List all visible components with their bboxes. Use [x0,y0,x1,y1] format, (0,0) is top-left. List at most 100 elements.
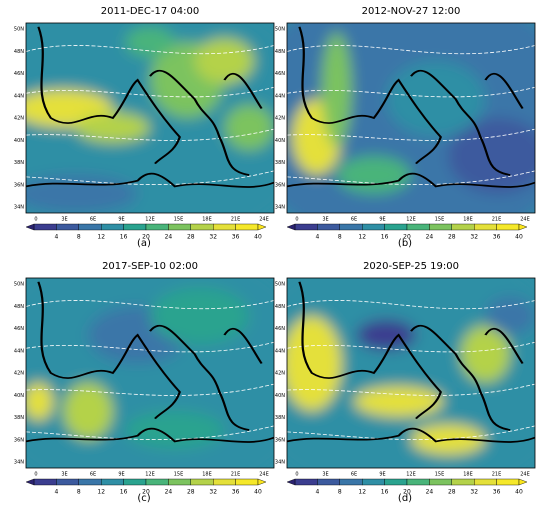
colorbar-tick-label: 28 [187,489,195,496]
colorbar-end [518,478,528,486]
colorbar-tick-label: 24 [165,234,173,241]
colorbar-tick-label: 12 [97,234,105,241]
lon-tick-label: 3E [61,472,67,478]
lon-tick-label: 18E [463,217,473,223]
colorbar-tick-label: 8 [77,489,81,496]
colorbar-tick-label: 16 [120,234,128,241]
lat-tick-label: 48N [14,304,24,310]
colorbar-segment [474,223,497,231]
map-field [26,278,274,468]
colorbar-tick-label: 20 [403,489,411,496]
colorbar-end [257,223,267,231]
lon-tick-label: 6E [351,472,357,478]
lat-tick-label: 46N [14,71,24,77]
colorbar-tick-label: 4 [54,234,58,241]
coastline [287,281,535,443]
colorbar-end [286,223,296,231]
colorbar-tick-label: 8 [338,489,342,496]
colorbar-segment [317,478,340,486]
colorbar-tick-label: 24 [165,489,173,496]
colorbar-end [25,478,35,486]
colorbar-tick-label: 4 [315,489,319,496]
lon-tick-label: 9E [379,472,385,478]
colorbar-segment [190,223,214,231]
colorbar-segment [100,478,124,486]
field-blob [448,118,535,194]
contour [287,300,535,310]
colorbar-segment [384,478,408,486]
colorbar-tick-label: 12 [97,489,105,496]
colorbar-tick-label: 4 [54,489,58,496]
lon-tick-label: 9E [118,472,124,478]
field-blob [287,316,342,411]
lon-tick-label: 21E [231,217,241,223]
colorbar-tick-label: 16 [381,489,389,496]
colorbar-tick-label: 32 [470,234,478,241]
lon-tick-label: 15E [174,472,184,478]
colorbar-tick-label: 12 [358,234,366,241]
lon-tick-label: 0 [295,217,298,223]
lon-tick-label: 18E [202,472,212,478]
contour [26,170,274,185]
colorbar-segment [406,478,430,486]
contour [26,425,274,440]
lat-tick-label: 38N [275,160,285,166]
colorbar-segment [33,223,57,231]
map-panel: 2017-SEP-10 02:00 50N 48N 46N 44N 42N 40N 38N 36… [14,261,275,504]
colorbar-tick-label: 28 [187,234,195,241]
lat-tick-label: 44N [275,348,285,354]
contour [26,383,274,396]
lat-tick-label: 44N [14,93,24,99]
panel-label: (d) [398,493,412,504]
field-blob [125,26,175,58]
colorbar-segment [212,223,236,231]
lon-tick-label: 21E [231,472,241,478]
lat-tick-label: 36N [14,182,24,188]
lat-tick-label: 34N [14,205,24,211]
colorbar-segment [212,478,236,486]
colorbar-segment [384,223,408,231]
lat-tick-label: 42N [14,371,24,377]
field-blob [356,319,416,351]
field-blob [125,411,225,449]
panel-title: 2012-NOV-27 12:00 [362,6,461,17]
colorbar-segment [474,478,497,486]
colorbar-segment [317,223,340,231]
map-frame [25,277,275,469]
map-panel: 2011-DEC-17 04:00 50N 48N 46N 44N 42N 40N 38N 36… [14,6,275,249]
colorbar-tick-label: 24 [426,489,434,496]
colorbar-tick-label: 28 [448,489,456,496]
lat-tick-label: 38N [14,415,24,421]
lon-tick-label: 9E [118,217,124,223]
lat-tick-label: 38N [14,160,24,166]
lon-tick-label: 24E [259,472,269,478]
lat-tick-label: 48N [14,49,24,55]
field-blob [75,112,150,143]
lat-tick-label: 34N [14,460,24,466]
contour [287,341,535,353]
lat-tick-label: 44N [14,348,24,354]
colorbar-segment [496,223,520,231]
coastline [26,281,274,443]
lon-tick-label: 6E [90,217,96,223]
colorbar-segment [362,478,385,486]
colorbar-segment [429,223,452,231]
lon-tick-label: 21E [492,217,502,223]
map-frame [25,22,275,214]
contour [287,383,535,396]
lon-tick-label: 6E [90,472,96,478]
colorbar-end [518,223,528,231]
colorbar-tick-label: 12 [358,489,366,496]
colorbar-segment [168,478,191,486]
colorbar-tick-label: 16 [381,234,389,241]
colorbar-end [257,478,267,486]
contour [287,86,535,98]
colorbar-tick-label: 16 [120,489,128,496]
lat-tick-label: 34N [275,460,285,466]
panel-label: (a) [137,238,151,249]
colorbar-segment [235,223,259,231]
lat-tick-label: 40N [14,393,24,399]
map-panel: 2012-NOV-27 12:00 50N 48N 46N 44N 42N 40N 38N 36… [275,6,536,249]
lat-tick-label: 50N [14,27,24,33]
lon-tick-label: 15E [174,217,184,223]
